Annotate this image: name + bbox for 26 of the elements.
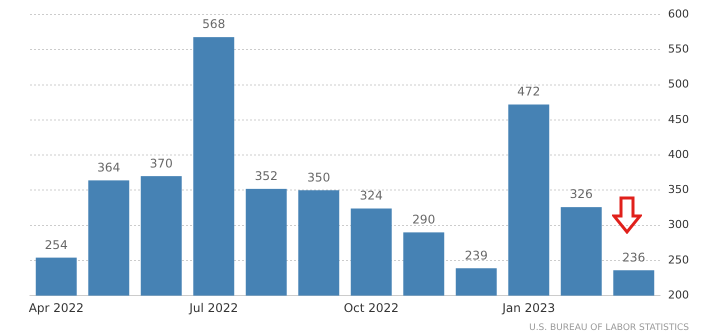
data-label: 324 (360, 188, 383, 203)
x-tick-label: Apr 2022 (28, 300, 84, 315)
data-label: 236 (622, 250, 646, 264)
data-label: 326 (570, 187, 593, 202)
y-tick-label: 550 (668, 42, 690, 56)
x-tick-label: Jul 2022 (188, 300, 238, 315)
data-label: 352 (254, 168, 278, 183)
y-tick-label: 600 (668, 7, 690, 20)
data-label: 254 (44, 238, 68, 252)
y-tick-label: 400 (668, 148, 690, 161)
x-tick-label: Oct 2022 (344, 300, 399, 315)
data-label: 239 (464, 248, 488, 262)
y-tick-label: 450 (668, 112, 690, 126)
data-label: 472 (517, 84, 540, 99)
x-tick-label: Jan 2023 (501, 300, 556, 315)
y-tick-label: 300 (668, 218, 690, 232)
data-label: 364 (97, 160, 120, 175)
y-tick-label: 350 (668, 183, 690, 196)
y-tick-label: 500 (668, 78, 690, 91)
data-label: 290 (412, 212, 436, 226)
y-tick-label: 200 (668, 288, 690, 302)
data-label: 350 (307, 170, 330, 184)
data-label: 568 (202, 17, 226, 32)
data-label: 370 (150, 156, 173, 170)
y-tick-label: 250 (668, 253, 690, 266)
text: U.S. BUREAU OF LABOR STATISTICS (529, 322, 690, 333)
